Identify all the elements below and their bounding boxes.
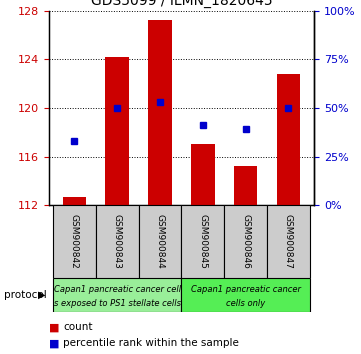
Bar xyxy=(224,205,267,278)
Bar xyxy=(267,205,310,278)
Text: s exposed to PS1 stellate cells: s exposed to PS1 stellate cells xyxy=(54,299,181,308)
Bar xyxy=(182,278,310,312)
Bar xyxy=(148,20,172,205)
Text: GSM900844: GSM900844 xyxy=(156,214,165,269)
Text: GSM900843: GSM900843 xyxy=(113,214,122,269)
Text: Capan1 pancreatic cancer: Capan1 pancreatic cancer xyxy=(191,285,301,294)
Text: count: count xyxy=(63,322,93,332)
Bar xyxy=(234,166,257,205)
Bar xyxy=(105,57,129,205)
Bar xyxy=(53,278,182,312)
Bar xyxy=(96,205,139,278)
Bar xyxy=(182,205,224,278)
Bar xyxy=(277,74,300,205)
Text: Capan1 pancreatic cancer cell: Capan1 pancreatic cancer cell xyxy=(54,285,181,294)
Text: GSM900846: GSM900846 xyxy=(241,214,250,269)
Text: ▶: ▶ xyxy=(38,290,45,300)
Text: protocol: protocol xyxy=(4,290,46,300)
Text: percentile rank within the sample: percentile rank within the sample xyxy=(63,338,239,348)
Bar xyxy=(53,205,96,278)
Text: GSM900845: GSM900845 xyxy=(198,214,207,269)
Text: ■: ■ xyxy=(49,322,59,332)
Text: ■: ■ xyxy=(49,338,59,348)
Bar xyxy=(139,205,182,278)
Text: GSM900842: GSM900842 xyxy=(70,214,79,269)
Text: GSM900847: GSM900847 xyxy=(284,214,293,269)
Text: cells only: cells only xyxy=(226,299,265,308)
Bar xyxy=(191,144,214,205)
Bar xyxy=(63,197,86,205)
Title: GDS5099 / ILMN_1820645: GDS5099 / ILMN_1820645 xyxy=(91,0,272,8)
